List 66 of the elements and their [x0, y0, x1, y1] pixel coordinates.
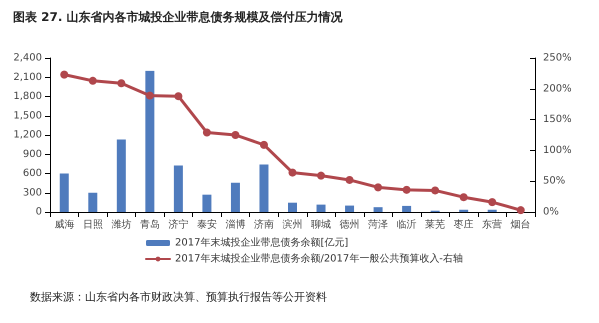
y-tick-label: 600 [22, 168, 42, 179]
bar [259, 164, 268, 212]
bar [60, 174, 69, 212]
point [288, 168, 296, 177]
y2-tick-label: 200% [543, 83, 572, 94]
point [117, 79, 126, 88]
x-tick-label: 济宁 [168, 218, 188, 230]
bar [116, 139, 126, 212]
x-tick-label: 泰安 [196, 218, 217, 230]
bar [145, 70, 154, 212]
y-tick-label: 1,800 [13, 91, 42, 102]
x-tick-label: 滨州 [282, 218, 302, 230]
bar [316, 204, 326, 212]
point [346, 176, 354, 184]
legend-label: 2017年末城投企业带息债务余额/2017年一般公共预算收入-右轴 [175, 252, 463, 264]
y-tick-label: 0 [36, 206, 42, 218]
x-tick-label: 枣庄 [454, 218, 474, 230]
bar [402, 206, 412, 212]
x-tick-label: 临沂 [396, 218, 417, 230]
bar [88, 192, 98, 212]
x-tick-label: 潍坊 [111, 218, 132, 230]
y2-tick-label: 250% [543, 52, 572, 64]
chart-title: 图表 27. 山东省内各市城投企业带息债务规模及偿付压力情况 [13, 10, 344, 24]
y-tick-label: 1,500 [13, 110, 42, 122]
bar [345, 206, 354, 212]
point [60, 70, 68, 79]
x-tick-label: 烟台 [510, 218, 531, 230]
bar [374, 207, 383, 212]
point [88, 76, 97, 85]
x-tick-label: 日照 [82, 220, 103, 230]
y2-tick-label: 0% [543, 206, 559, 218]
point [260, 140, 268, 149]
bar [174, 165, 183, 212]
y-tick-label: 1,200 [13, 130, 42, 140]
x-tick-label: 济南 [254, 218, 274, 230]
y-tick-label: 900 [22, 148, 42, 160]
x-tick-label: 莱芜 [425, 218, 446, 230]
x-tick-label: 威海 [54, 218, 74, 230]
bar [288, 202, 297, 212]
point [317, 172, 326, 180]
point [231, 131, 240, 139]
y2-tick-label: 50% [543, 176, 566, 187]
point [460, 193, 468, 202]
x-tick-label: 东营 [482, 218, 502, 230]
x-tick-label: 青岛 [140, 218, 160, 230]
point [202, 128, 211, 137]
x-tick-label: 聊城 [311, 218, 332, 230]
x-tick-label: 德州 [340, 218, 360, 230]
y2-tick-label: 150% [543, 114, 572, 126]
point [146, 92, 154, 100]
point [488, 198, 496, 206]
y-tick-label: 300 [22, 187, 42, 198]
y-tick-label: 2,400 [13, 52, 42, 64]
bar [230, 182, 240, 212]
legend-label: 2017年末城投企业带息债务余额[亿元] [175, 236, 348, 248]
x-tick-label: 菏泽 [368, 218, 388, 230]
y2-tick-label: 100% [543, 144, 572, 156]
point [431, 186, 440, 194]
y-tick-label: 2,100 [13, 72, 42, 83]
point [174, 92, 182, 100]
source-note: 数据来源：山东省内各市财政决算、预算执行报告等公开资料 [30, 290, 327, 304]
point [516, 206, 525, 214]
x-tick-label: 淄博 [225, 218, 246, 230]
bar [202, 194, 212, 212]
point [374, 183, 382, 192]
point [402, 186, 411, 194]
